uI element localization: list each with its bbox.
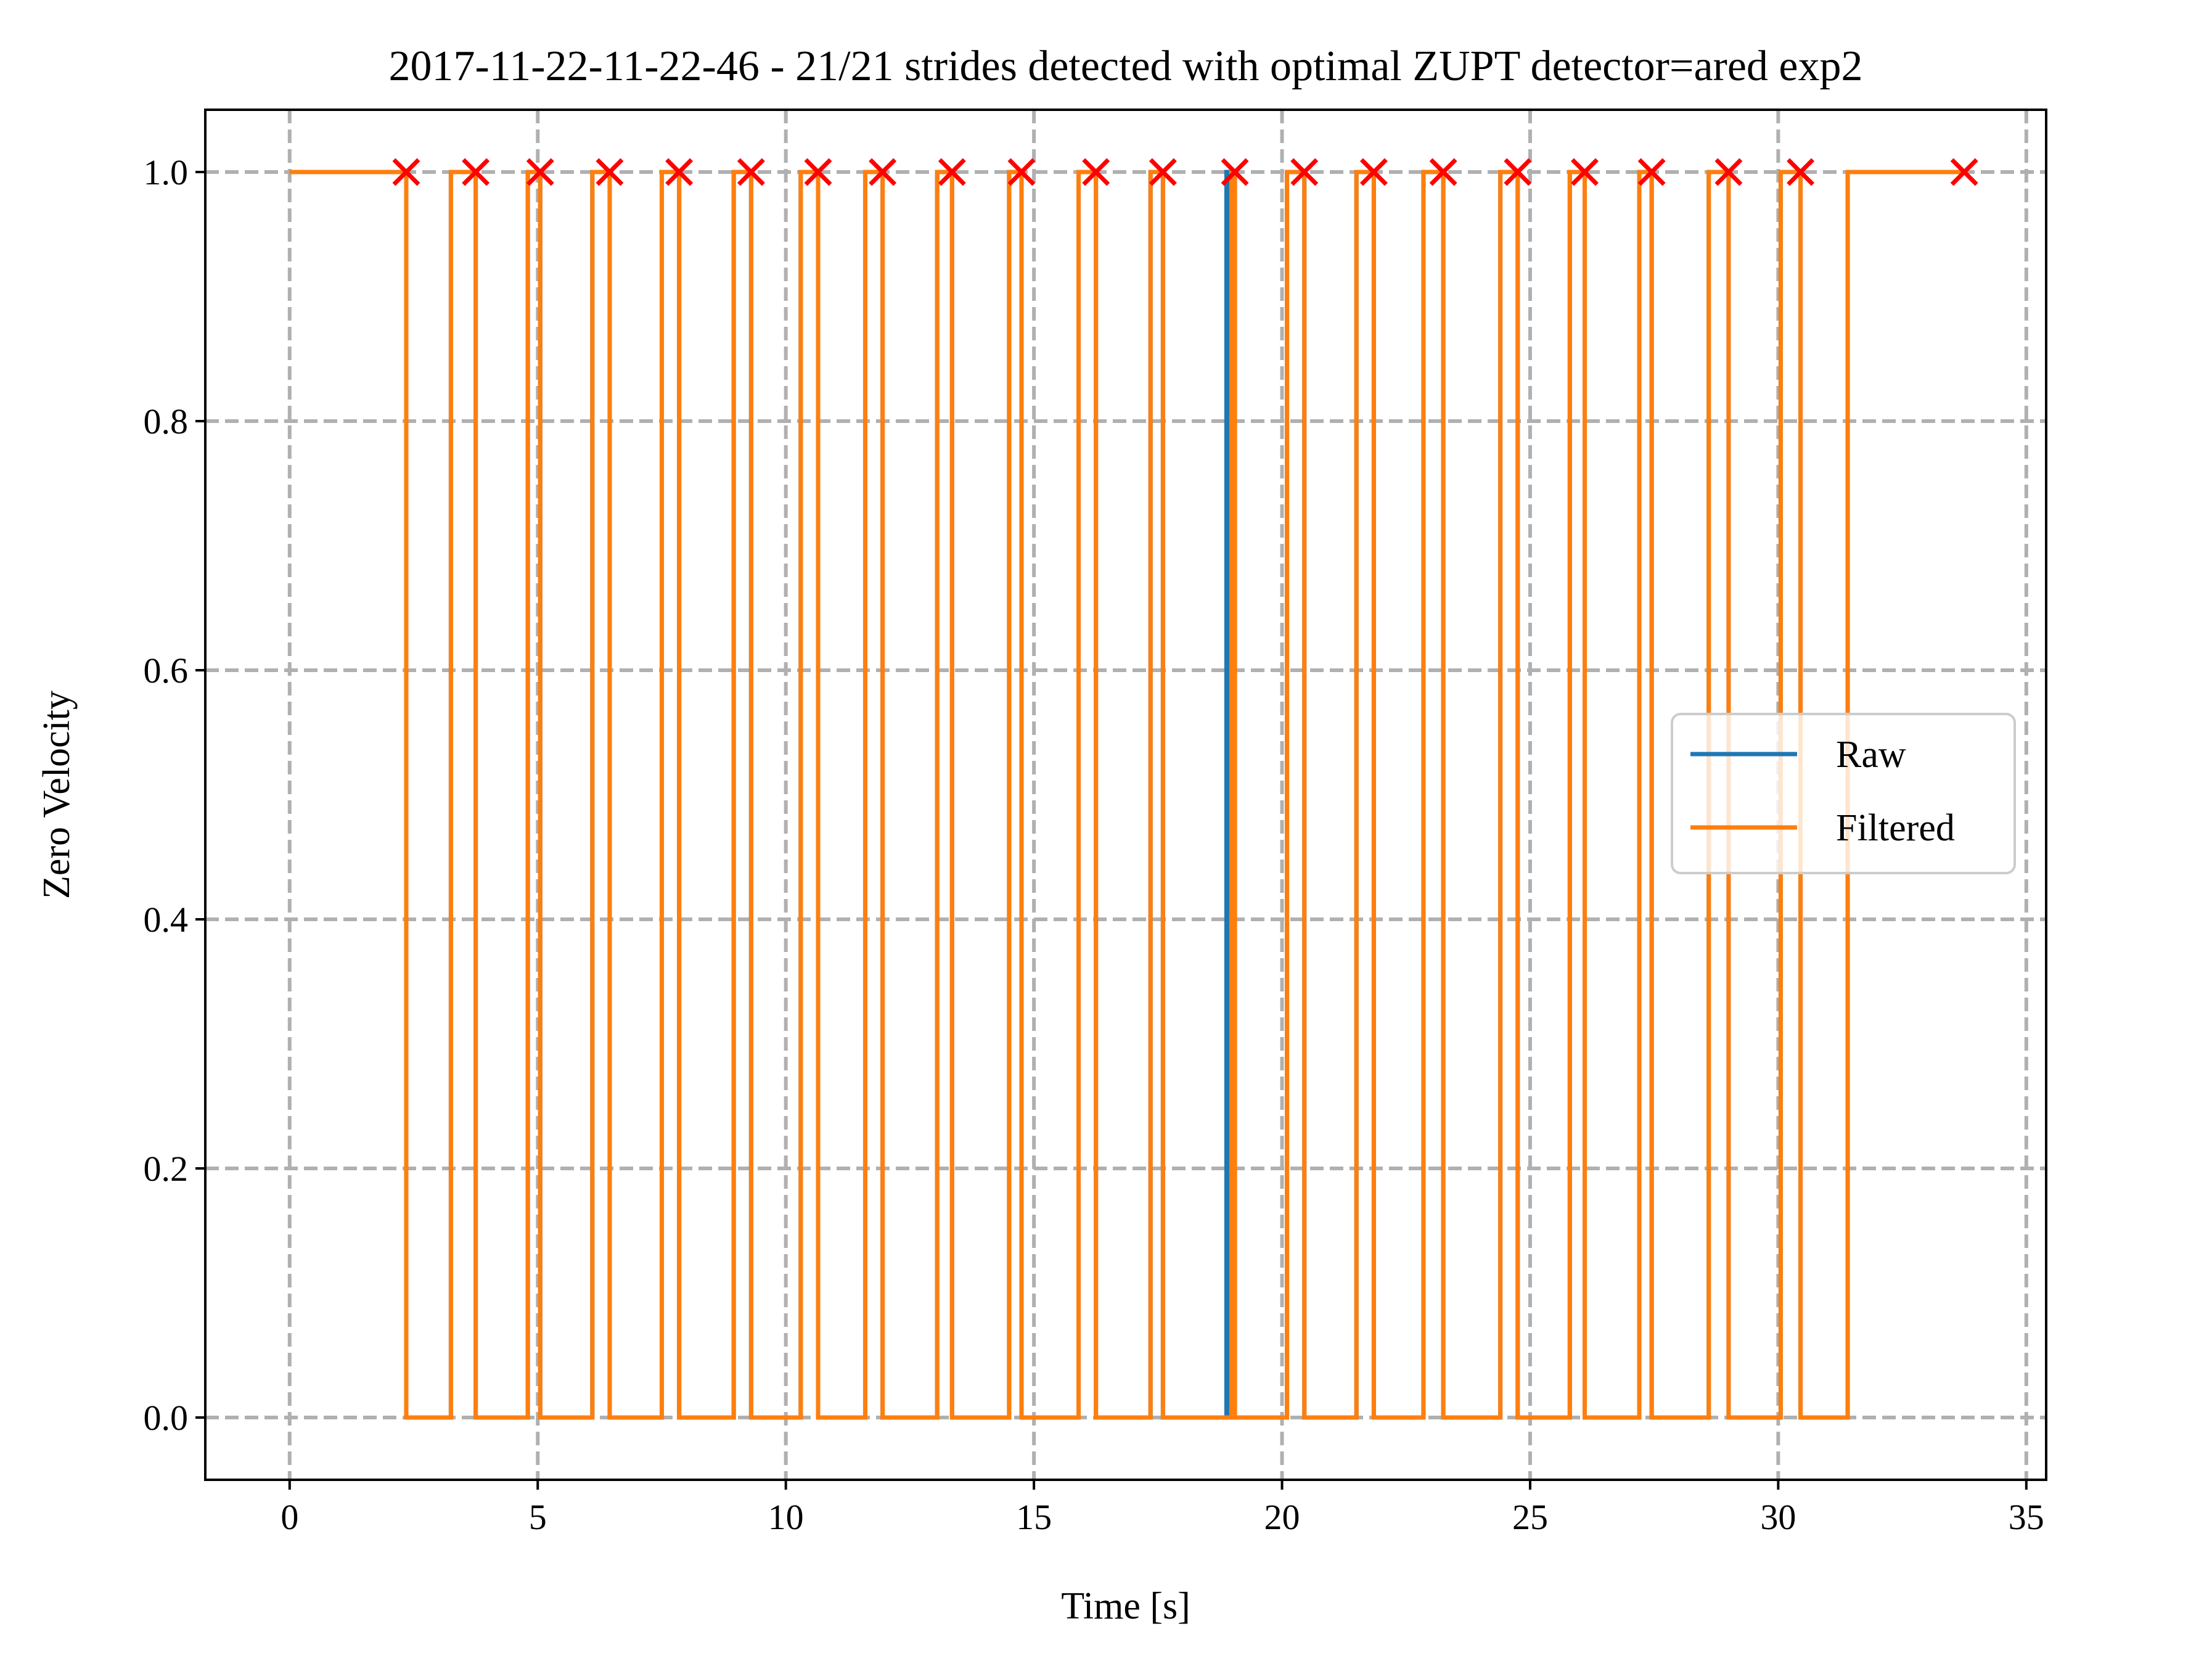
x-tick-label: 0 <box>281 1497 298 1537</box>
stride-marker-stroke <box>938 158 966 186</box>
stride-marker <box>869 158 897 186</box>
stride-marker <box>392 158 420 186</box>
stride-marker <box>1637 158 1666 186</box>
stride-marker <box>1504 158 1532 186</box>
stride-marker-stroke <box>1221 158 1249 186</box>
stride-marker <box>1290 158 1319 186</box>
legend-label-raw: Raw <box>1836 734 1906 776</box>
stride-marker-stroke <box>1714 158 1743 186</box>
stride-marker-stroke <box>1149 158 1177 186</box>
y-tick-label: 0.2 <box>144 1149 189 1189</box>
y-tick-label: 0.6 <box>144 650 189 691</box>
stride-marker <box>1714 158 1743 186</box>
stride-marker-stroke <box>665 158 694 186</box>
stride-marker <box>804 158 832 186</box>
stride-marker <box>462 158 490 186</box>
y-tick-label: 0.0 <box>144 1398 189 1438</box>
stride-marker-stroke <box>1571 158 1599 186</box>
stride-marker <box>1429 158 1457 186</box>
x-axis-label: Time [s] <box>1061 1585 1190 1627</box>
stride-marker-stroke <box>1429 158 1457 186</box>
stride-marker <box>1082 158 1110 186</box>
stride-marker-stroke <box>1359 158 1388 186</box>
y-tick-label: 1.0 <box>144 152 189 192</box>
stride-marker-stroke <box>869 158 897 186</box>
stride-marker-stroke <box>804 158 832 186</box>
x-tick-label: 35 <box>2009 1497 2044 1537</box>
x-tick-label: 25 <box>1512 1497 1548 1537</box>
stride-marker <box>1007 158 1036 186</box>
stride-marker-stroke <box>1290 158 1319 186</box>
stride-marker-stroke <box>392 158 420 186</box>
stride-marker-stroke <box>1950 158 1978 186</box>
x-tick-label: 10 <box>768 1497 804 1537</box>
stride-marker <box>1149 158 1177 186</box>
stride-marker-stroke <box>1082 158 1110 186</box>
stride-marker <box>526 158 554 186</box>
x-tick-label: 20 <box>1264 1497 1300 1537</box>
stride-marker-stroke <box>596 158 624 186</box>
stride-marker-stroke <box>737 158 765 186</box>
stride-marker <box>665 158 694 186</box>
stride-marker <box>1950 158 1978 186</box>
stride-marker <box>938 158 966 186</box>
y-tick-label: 0.8 <box>144 401 189 441</box>
series-line-filtered <box>289 170 1965 1420</box>
series-layer <box>289 170 1965 1420</box>
stride-marker <box>596 158 624 186</box>
plot-frame <box>204 109 2047 1481</box>
stride-marker <box>737 158 765 186</box>
x-tick-label: 5 <box>529 1497 547 1537</box>
stride-marker-stroke <box>526 158 554 186</box>
x-axis: 0 5 10 15 20 25 30 35 <box>281 1480 2044 1537</box>
stride-marker-stroke <box>1504 158 1532 186</box>
marker-layer <box>392 158 1978 186</box>
x-tick-label: 15 <box>1016 1497 1052 1537</box>
x-tick-label: 30 <box>1760 1497 1796 1537</box>
stride-marker-stroke <box>1007 158 1036 186</box>
stride-marker-stroke <box>462 158 490 186</box>
legend: Raw Filtered <box>1671 713 2016 874</box>
stride-marker-stroke <box>1787 158 1815 186</box>
y-tick-label: 0.4 <box>144 900 189 940</box>
chart-title: 2017-11-22-11-22-46 - 21/21 strides dete… <box>388 43 1862 90</box>
stride-marker <box>1787 158 1815 186</box>
legend-label-filtered: Filtered <box>1836 807 1955 849</box>
stride-marker <box>1221 158 1249 186</box>
stride-marker <box>1359 158 1388 186</box>
y-axis-label: Zero Velocity <box>36 691 78 899</box>
stride-marker <box>1571 158 1599 186</box>
stride-marker-stroke <box>1637 158 1666 186</box>
y-axis: 0.0 0.2 0.4 0.6 0.8 1.0 <box>144 152 205 1438</box>
